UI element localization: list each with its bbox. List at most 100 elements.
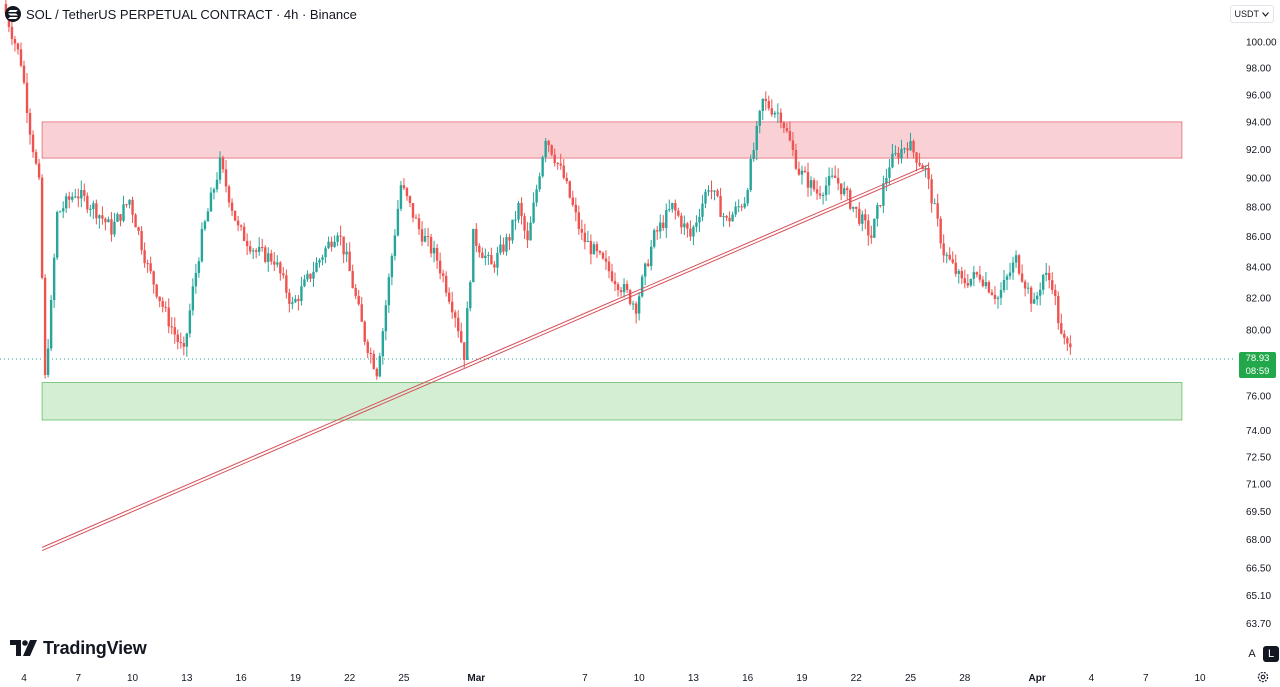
time-axis: 4 7 10 13 16 19 22 25 Mar 7 10 13 16 19 22 25 28 Apr 4 7 10 [21,673,1206,684]
candle-body [815,189,819,194]
price-tick-label: 84.00 [1246,262,1271,273]
candle-body [806,172,810,188]
candle-body [704,191,707,204]
candle-body [960,270,963,279]
candle-body [77,196,80,199]
candle-body [553,154,556,163]
auto-scale-button[interactable]: A [1248,648,1256,660]
candle-body [251,250,255,252]
candle-body [713,190,716,192]
candle-body [640,276,644,297]
candle-body [686,223,689,229]
candle-body [583,232,587,242]
candle-body [631,303,635,305]
candle-body [586,240,590,242]
candle-body [43,277,47,375]
candle-body [399,185,403,209]
candle-body [957,270,960,274]
candle-body [809,180,813,188]
candle-body [342,236,345,255]
candle-body [40,177,44,278]
candle-body [83,190,86,196]
candle-body [855,206,858,209]
candle-body [267,253,270,262]
solana-icon[interactable] [5,6,21,22]
last-price-tag: 78.93 08:59 [1239,352,1276,378]
candle-body [28,112,32,135]
candle-body [1008,272,1012,277]
candle-body [218,157,222,180]
candle-body [194,272,198,287]
candle-body [722,216,725,218]
candle-body [870,235,873,238]
candle-body [429,236,433,254]
candle-body [1032,299,1036,304]
candle-body [233,210,237,221]
candle-body [405,188,409,197]
candle-body [463,342,466,360]
candle-body [37,163,41,178]
price-tick-label: 68.00 [1246,535,1271,546]
candle-body [689,228,692,237]
candle-body [309,273,312,279]
time-tick-label: 22 [851,673,863,684]
trendline-layer [41,164,929,552]
candle-body [918,162,921,166]
candle-body [303,279,306,287]
candle-body [1026,287,1030,289]
tradingview-logo[interactable]: TradingView [10,638,147,659]
price-tick-label: 74.00 [1246,426,1271,437]
symbol-title[interactable]: SOL / TetherUS PERPETUAL CONTRACT · 4h ·… [26,6,357,22]
candle-body [236,220,240,226]
candle-body [487,254,490,256]
last-price-value: 78.93 [1245,353,1270,364]
log-scale-button[interactable]: L [1263,646,1279,662]
candle-body [224,169,228,187]
candle-body [951,259,954,263]
time-tick-label: 7 [1143,673,1149,684]
candles-layer [4,0,1072,380]
candle-body [209,192,213,212]
candle-body [683,223,686,228]
candle-body [128,199,131,205]
candle-body [894,152,897,154]
trendline-upper [41,164,929,548]
candle-body [273,261,276,265]
candle-body [785,128,789,131]
candle-body [695,222,698,227]
price-tick-label: 90.00 [1246,173,1271,184]
candle-body [595,244,599,252]
candle-body [378,356,382,377]
candle-body [408,196,412,203]
candle-body [616,284,620,291]
candle-body [529,222,532,241]
candle-body [725,216,728,218]
currency-selector[interactable]: USDT [1229,5,1274,23]
candle-body [1038,289,1042,296]
candle-body [812,180,816,190]
candle-body [981,279,985,286]
candle-body [173,327,176,335]
candle-body [797,168,801,175]
candle-body [511,219,514,241]
candle-body [490,254,493,265]
candle-body [95,203,98,219]
candle-body [637,296,641,314]
candle-body [839,183,843,195]
candle-body [1020,273,1024,282]
time-tick-label: 25 [398,673,410,684]
candle-body [227,186,231,203]
candle-body [568,181,571,198]
candle-body [472,228,475,283]
candle-body [876,205,879,219]
price-tick-label: 96.00 [1246,90,1271,101]
settings-gear-icon[interactable] [1256,670,1270,684]
candle-body [402,185,406,189]
candle-body [885,177,888,184]
candle-body [34,152,38,164]
candle-body [49,299,53,349]
candle-body [523,216,526,231]
candle-body [915,152,918,163]
candle-body [846,188,849,191]
